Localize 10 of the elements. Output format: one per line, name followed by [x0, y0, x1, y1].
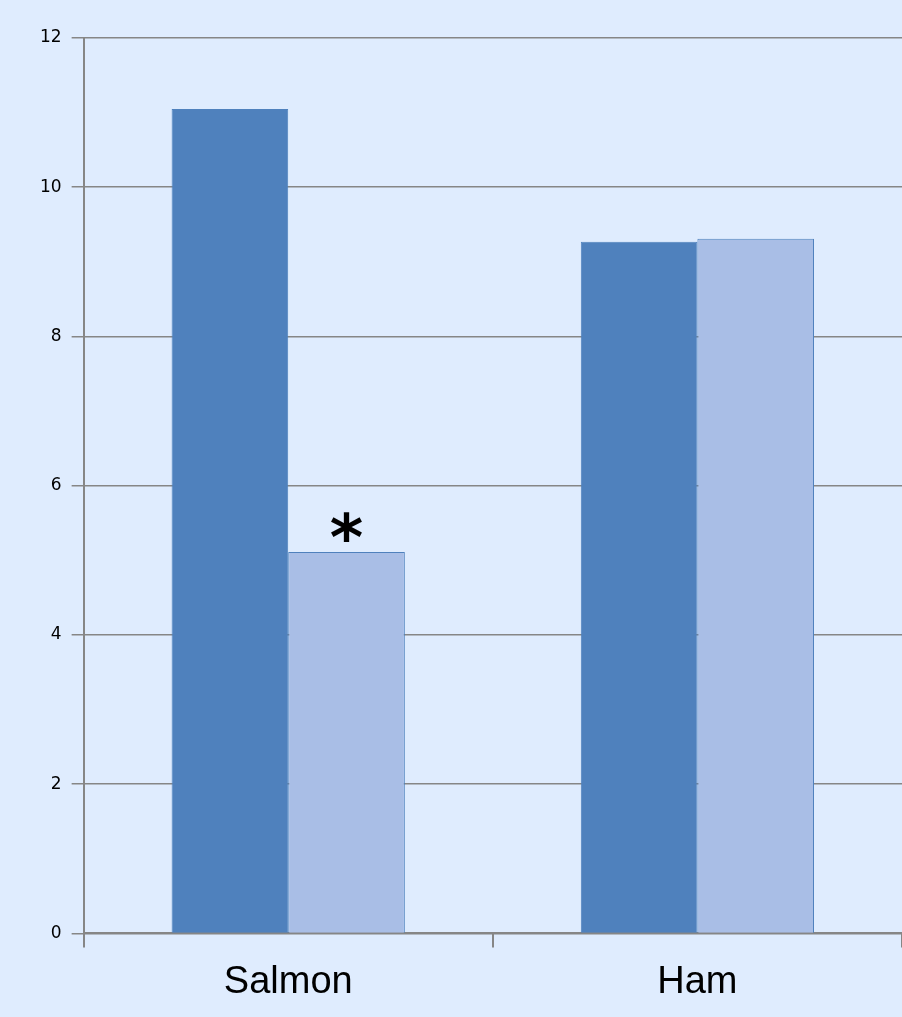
x-tick-label: Salmon: [223, 958, 353, 1001]
y-tick-label: 0: [50, 921, 62, 942]
y-tick-label: 8: [50, 324, 62, 345]
y-tick-label: 6: [50, 474, 62, 495]
y-tick-label: 12: [39, 26, 62, 47]
y-tick-label: 10: [39, 175, 62, 196]
y-tick-label: 2: [50, 772, 62, 793]
x-tick-label: Ham: [657, 958, 738, 1001]
annotation: *: [329, 501, 364, 576]
y-tick-label: 4: [50, 623, 62, 644]
